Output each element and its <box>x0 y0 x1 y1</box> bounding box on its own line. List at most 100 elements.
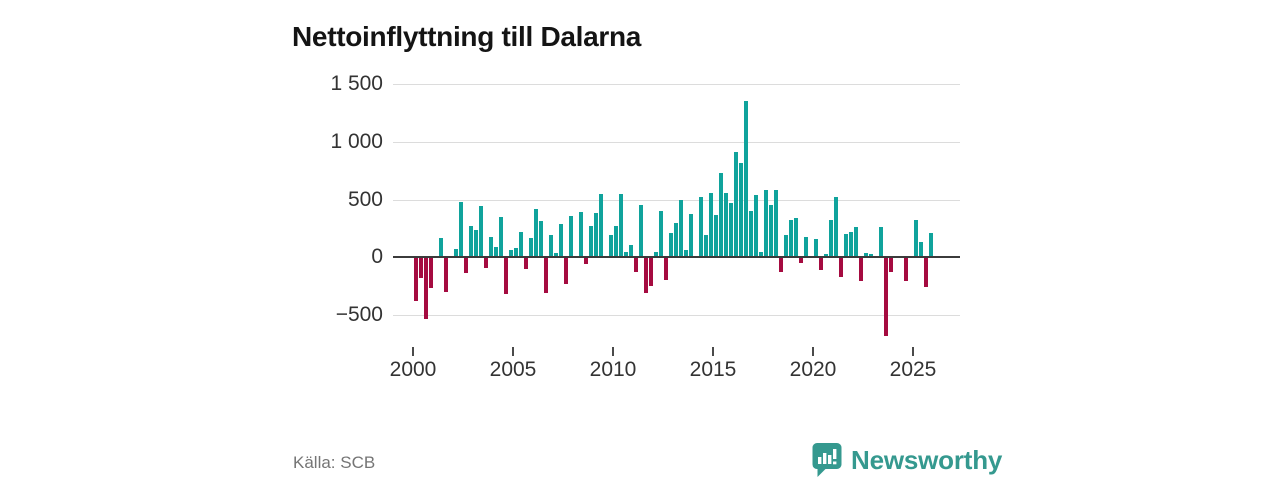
bar-2001-Q3 <box>443 258 448 293</box>
bar-2009-Q2 <box>598 193 603 258</box>
bar-2008-Q3 <box>583 258 588 265</box>
bar-2010-Q2 <box>618 194 623 258</box>
bar-2011-Q1 <box>633 258 638 273</box>
bar-2004-Q2 <box>498 217 503 258</box>
bar-2024-Q3 <box>903 258 908 281</box>
bar-2002-Q4 <box>468 225 473 258</box>
bar-2025-Q3 <box>923 258 928 288</box>
bar-2016-Q3 <box>743 101 748 258</box>
bar-2000-Q1 <box>413 258 418 301</box>
bar-2021-Q3 <box>843 234 848 258</box>
bar-2003-Q4 <box>488 237 493 258</box>
bar-series <box>393 74 960 344</box>
bar-2015-Q3 <box>723 193 728 258</box>
bar-2008-Q4 <box>588 226 593 258</box>
bar-2014-Q3 <box>703 234 708 258</box>
x-tick-mark <box>712 347 714 356</box>
gridline-1500 <box>393 84 960 85</box>
bar-2000-Q3 <box>423 258 428 320</box>
bar-2006-Q3 <box>543 258 548 293</box>
bar-2010-Q1 <box>613 225 618 258</box>
bar-2005-Q2 <box>518 232 523 258</box>
bar-2009-Q4 <box>608 234 613 258</box>
plot-area <box>393 74 960 344</box>
bar-2013-Q1 <box>673 223 678 258</box>
bar-2005-Q1 <box>513 248 518 258</box>
gridline-500 <box>393 199 960 201</box>
x-axis-label: 2025 <box>889 358 937 381</box>
bar-2012-Q3 <box>663 258 668 280</box>
bar-2009-Q1 <box>593 213 598 258</box>
bar-2025-Q4 <box>928 233 933 258</box>
bar-2010-Q3 <box>623 252 628 258</box>
bar-2017-Q1 <box>753 194 758 258</box>
bar-2006-Q4 <box>548 235 553 258</box>
gridline--500 <box>393 315 960 316</box>
newsworthy-logo[interactable]: Newsworthy <box>812 440 1002 480</box>
bar-2007-Q3 <box>563 258 568 285</box>
x-axis-label: 2015 <box>689 358 737 381</box>
bar-2025-Q2 <box>918 242 923 258</box>
bar-2022-Q4 <box>868 253 873 258</box>
bar-2018-Q1 <box>773 189 778 258</box>
bar-2004-Q4 <box>508 250 513 258</box>
y-axis-label: 1 000 <box>330 129 383 153</box>
bar-2006-Q2 <box>538 221 543 258</box>
bar-2011-Q4 <box>648 258 653 286</box>
bar-2007-Q2 <box>558 224 563 258</box>
bar-2002-Q3 <box>463 258 468 274</box>
bar-2008-Q2 <box>578 212 583 258</box>
bar-2023-Q3 <box>883 258 888 337</box>
bar-2018-Q3 <box>783 234 788 258</box>
bar-2001-Q2 <box>438 238 443 258</box>
bar-2015-Q2 <box>718 172 723 258</box>
bar-2019-Q3 <box>803 237 808 258</box>
bar-2022-Q2 <box>858 258 863 282</box>
newsworthy-icon <box>812 442 842 479</box>
bar-2014-Q4 <box>708 193 713 258</box>
bar-2011-Q2 <box>638 204 643 258</box>
bar-2000-Q2 <box>418 258 423 279</box>
x-axis-label: 2005 <box>489 358 537 381</box>
bar-2005-Q4 <box>528 238 533 258</box>
bar-2017-Q4 <box>768 204 773 258</box>
bar-2013-Q4 <box>688 213 693 258</box>
bar-2012-Q1 <box>653 251 658 258</box>
zero-axis-line <box>393 256 960 259</box>
bar-2012-Q4 <box>668 233 673 258</box>
y-axis-label: 1 500 <box>330 72 383 95</box>
bar-2023-Q2 <box>878 226 883 258</box>
bar-2018-Q4 <box>788 220 793 258</box>
bar-2003-Q2 <box>478 206 483 258</box>
bar-2021-Q4 <box>848 232 853 258</box>
x-tick-mark <box>512 347 514 356</box>
bar-2016-Q4 <box>748 210 753 258</box>
bar-2023-Q4 <box>888 258 893 273</box>
bar-2016-Q2 <box>738 163 743 258</box>
bar-2020-Q2 <box>818 258 823 270</box>
bar-2003-Q3 <box>483 258 488 269</box>
bar-2013-Q3 <box>683 249 688 258</box>
bar-2022-Q3 <box>863 253 868 258</box>
bar-2004-Q3 <box>503 258 508 295</box>
chart-title: Nettoinflyttning till Dalarna <box>292 20 642 52</box>
bar-2014-Q2 <box>698 197 703 258</box>
x-tick-mark <box>812 347 814 356</box>
bar-2002-Q2 <box>458 202 463 258</box>
bar-2011-Q3 <box>643 258 648 293</box>
bar-2025-Q1 <box>913 219 918 258</box>
y-axis: 1 500 1 000 500 0 −500 <box>280 0 383 480</box>
bar-2002-Q1 <box>453 249 458 258</box>
y-axis-label: 500 <box>347 187 383 211</box>
bar-2000-Q4 <box>428 258 433 288</box>
bar-2005-Q3 <box>523 258 528 270</box>
x-axis-label: 2020 <box>789 358 837 381</box>
bar-2015-Q1 <box>713 214 718 258</box>
bar-2017-Q3 <box>763 190 768 258</box>
x-axis-label: 2000 <box>389 358 437 381</box>
x-axis-label: 2010 <box>589 358 637 381</box>
newsworthy-wordmark: Newsworthy <box>851 444 1003 475</box>
bar-2020-Q4 <box>828 220 833 258</box>
x-tick-mark <box>912 347 914 356</box>
